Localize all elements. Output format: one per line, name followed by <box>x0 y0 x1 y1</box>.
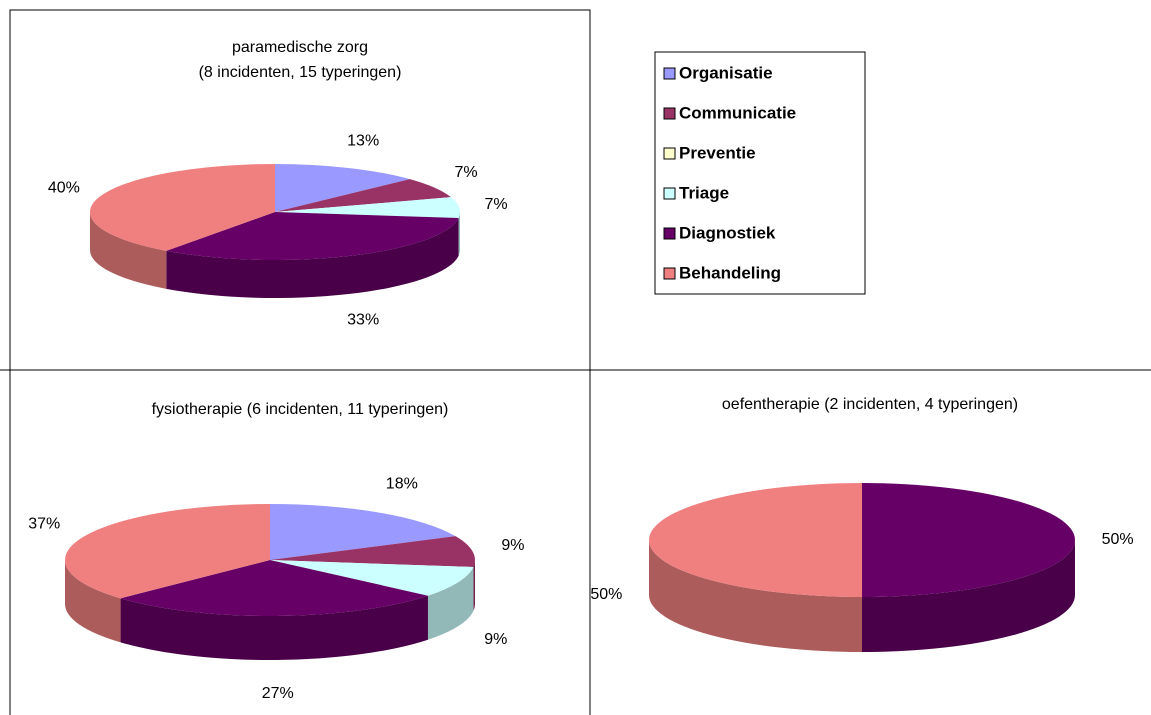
data-label: 9% <box>484 631 507 648</box>
pie-slice <box>270 504 456 560</box>
pie-side <box>458 212 460 257</box>
pie-slice <box>275 164 410 212</box>
pie-slice <box>64 504 270 599</box>
data-label: 33% <box>347 312 379 329</box>
legend-swatch <box>663 67 676 80</box>
pie-side <box>90 212 167 289</box>
legend-label: Triage <box>679 183 729 202</box>
pie-side <box>473 560 475 612</box>
data-label: 7% <box>455 164 478 181</box>
data-label: 13% <box>347 133 379 150</box>
pie-slice <box>270 536 475 568</box>
chart-title: oefentherapie (2 incidenten, 4 typeringe… <box>722 396 1018 413</box>
legend-box <box>654 51 866 295</box>
legend-label: Organisatie <box>679 63 773 82</box>
chart-title: fysiotherapie (6 incidenten, 11 typering… <box>152 401 449 418</box>
pie-side <box>166 218 459 298</box>
chart-subtitle: (8 incidenten, 15 typeringen) <box>199 64 402 81</box>
data-label: 9% <box>501 537 524 554</box>
pie-side <box>65 560 121 643</box>
pie-slice <box>120 560 428 616</box>
legend-label: Behandeling <box>679 263 781 282</box>
data-label: 37% <box>28 516 60 533</box>
pie-slice <box>275 179 451 212</box>
legend-swatch <box>663 147 676 160</box>
pie-side <box>862 540 1075 652</box>
legend-label: Preventie <box>679 143 756 162</box>
pie-slice <box>862 483 1075 597</box>
pie-slice <box>275 197 460 219</box>
data-label: 50% <box>1102 531 1134 548</box>
data-label: 7% <box>484 196 507 213</box>
pie-slice <box>90 164 276 251</box>
data-label: 18% <box>386 476 418 493</box>
pie-side <box>427 567 474 640</box>
pie-slice <box>166 212 459 260</box>
pie-slice <box>270 560 474 596</box>
legend-swatch <box>663 187 676 200</box>
data-label: 40% <box>48 179 80 196</box>
pie-side <box>120 595 428 660</box>
pie-side <box>649 540 862 652</box>
data-label: 27% <box>262 685 294 702</box>
legend-swatch <box>663 227 676 240</box>
chart-title: paramedische zorg <box>232 39 368 56</box>
pie-slice <box>649 483 862 597</box>
legend-label: Communicatie <box>679 103 796 122</box>
legend-label: Diagnostiek <box>679 223 776 242</box>
data-label: 50% <box>590 586 622 603</box>
legend-swatch <box>663 107 676 120</box>
legend-swatch <box>663 267 676 280</box>
